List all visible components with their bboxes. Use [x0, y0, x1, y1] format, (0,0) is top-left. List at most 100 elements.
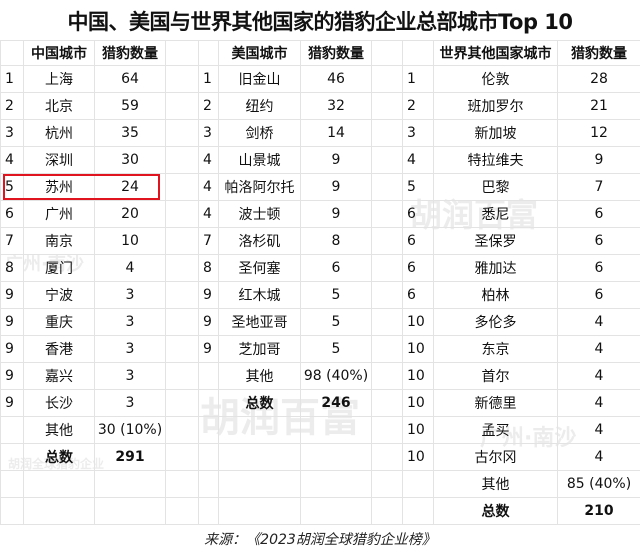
- city: 厦门: [23, 254, 95, 282]
- rank: 4: [198, 200, 219, 228]
- city: 纽约: [218, 92, 301, 120]
- page-title: 中国、美国与世界其他国家的猎豹企业总部城市Top 10: [67, 10, 573, 34]
- rank: 4: [402, 146, 434, 174]
- count: 3: [94, 389, 166, 417]
- count: 3: [94, 362, 166, 390]
- empty: [218, 470, 301, 498]
- empty: [300, 470, 372, 498]
- city: 圣地亚哥: [218, 308, 301, 336]
- rank: 3: [198, 119, 219, 147]
- rank: 5: [402, 173, 434, 201]
- rank: 2: [198, 92, 219, 120]
- city: 东京: [433, 335, 558, 363]
- city: 长沙: [23, 389, 95, 417]
- header-count: 猎豹数量: [557, 40, 640, 66]
- city: 多伦多: [433, 308, 558, 336]
- spacer: [371, 470, 403, 498]
- spacer: [371, 389, 403, 417]
- rank: 2: [402, 92, 434, 120]
- empty: [198, 497, 219, 525]
- rank: 4: [0, 146, 24, 174]
- count: 3: [94, 308, 166, 336]
- count: 12: [557, 119, 640, 147]
- city: 重庆: [23, 308, 95, 336]
- spacer: [165, 146, 199, 174]
- count: 3: [94, 335, 166, 363]
- rank: 3: [0, 119, 24, 147]
- rank: 9: [0, 335, 24, 363]
- count: 4: [557, 362, 640, 390]
- spacer: [165, 470, 199, 498]
- table-row: 1 上海 64 1 旧金山 46 1 伦敦 28: [0, 65, 640, 93]
- city: 孟买: [433, 416, 558, 444]
- other-label: 其他: [218, 362, 301, 390]
- city: 旧金山: [218, 65, 301, 93]
- spacer: [371, 254, 403, 282]
- city: 上海: [23, 65, 95, 93]
- other-value: 98 (40%): [300, 362, 372, 390]
- rank: 9: [0, 389, 24, 417]
- empty: [198, 40, 219, 66]
- city: 广州: [23, 200, 95, 228]
- rank: 8: [0, 254, 24, 282]
- table-row: 9 重庆 3 9 圣地亚哥 5 10 多伦多 4: [0, 308, 640, 336]
- rank: 10: [402, 362, 434, 390]
- table-row: 其他 85 (40%): [0, 470, 640, 498]
- empty: [198, 362, 219, 390]
- rank: 4: [198, 173, 219, 201]
- count: 9: [300, 146, 372, 174]
- spacer: [165, 65, 199, 93]
- total-value: 291: [94, 443, 166, 471]
- spacer: [371, 173, 403, 201]
- table-row: 4 深圳 30 4 山景城 9 4 特拉维夫 9: [0, 146, 640, 174]
- spacer: [165, 308, 199, 336]
- count: 4: [557, 389, 640, 417]
- city: 北京: [23, 92, 95, 120]
- spacer: [371, 281, 403, 309]
- total-value: 246: [300, 389, 372, 417]
- count: 8: [300, 227, 372, 255]
- count: 20: [94, 200, 166, 228]
- city: 波士顿: [218, 200, 301, 228]
- rank: 9: [0, 362, 24, 390]
- city: 宁波: [23, 281, 95, 309]
- city: 伦敦: [433, 65, 558, 93]
- spacer: [371, 443, 403, 471]
- empty: [218, 443, 301, 471]
- empty: [218, 416, 301, 444]
- count: 4: [557, 416, 640, 444]
- table-row: 9 宁波 3 9 红木城 5 6 柏林 6: [0, 281, 640, 309]
- empty: [198, 470, 219, 498]
- empty: [0, 470, 24, 498]
- other-value: 30 (10%): [94, 416, 166, 444]
- spacer: [371, 335, 403, 363]
- rank: 6: [0, 200, 24, 228]
- source-note: 来源：《2023胡润全球猎豹企业榜》: [0, 524, 640, 555]
- count: 30: [94, 146, 166, 174]
- city: 悉尼: [433, 200, 558, 228]
- empty: [23, 470, 95, 498]
- count: 3: [94, 281, 166, 309]
- city: 圣保罗: [433, 227, 558, 255]
- table-row: 总数 210: [0, 497, 640, 525]
- empty: [0, 443, 24, 471]
- empty: [300, 443, 372, 471]
- count: 32: [300, 92, 372, 120]
- city: 山景城: [218, 146, 301, 174]
- rank: 6: [402, 254, 434, 282]
- total-label: 总数: [23, 443, 95, 471]
- count: 4: [557, 308, 640, 336]
- header-count: 猎豹数量: [94, 40, 166, 66]
- table-row: 6 广州 20 4 波士顿 9 6 悉尼 6: [0, 200, 640, 228]
- empty: [198, 416, 219, 444]
- table-row: 2 北京 59 2 纽约 32 2 班加罗尔 21: [0, 92, 640, 120]
- count: 4: [94, 254, 166, 282]
- empty: [371, 40, 403, 66]
- spacer: [165, 173, 199, 201]
- empty: [0, 40, 24, 66]
- city: 杭州: [23, 119, 95, 147]
- spacer: [371, 65, 403, 93]
- rank: 10: [402, 308, 434, 336]
- empty: [198, 389, 219, 417]
- rank: 2: [0, 92, 24, 120]
